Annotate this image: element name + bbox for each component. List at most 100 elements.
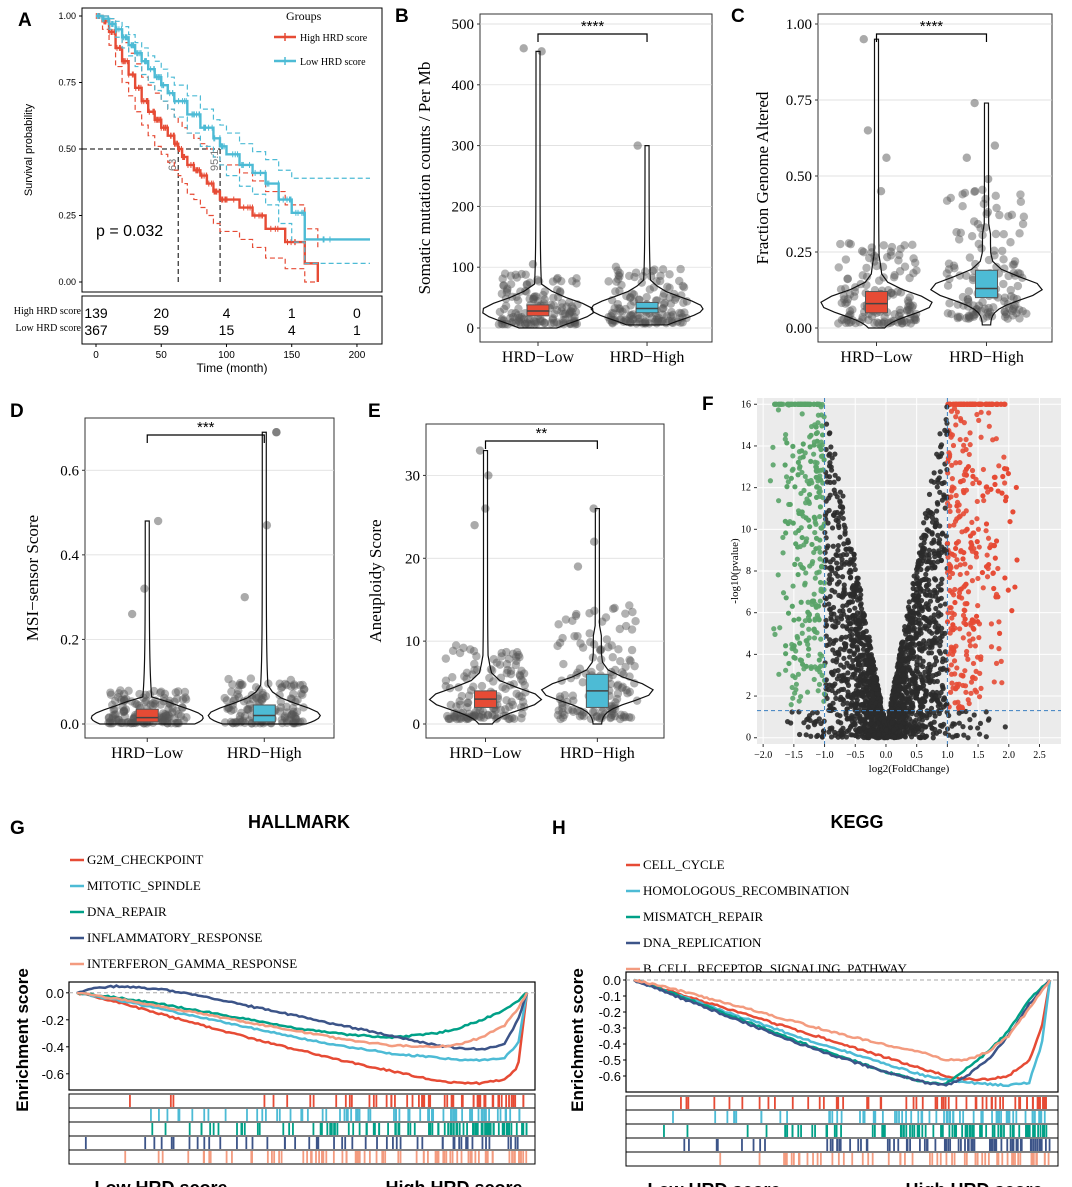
violin-jitter-point [657,317,666,326]
volcano-point-ns [938,689,944,696]
violin-jitter-point [506,271,516,281]
volcano-point-ns [897,694,903,701]
violin-jitter-point [530,319,540,328]
panel-letter-g: G [10,818,25,839]
violin-jitter-point [590,707,599,716]
volcano-point-up [983,563,990,570]
km-median-label: 95.1 [209,150,221,171]
volcano-point-ns [852,605,858,611]
violin-jitter-point [533,297,543,306]
violin-jitter-point [1003,314,1012,323]
violin-jitter-point [973,219,983,229]
violin-jitter-point [1006,238,1015,247]
violin-jitter-point [990,246,999,255]
violin-jitter-point [607,641,616,650]
violin-jitter-point [228,718,238,728]
violin-shape [590,145,704,326]
volcano-point-down [787,501,793,508]
volcano-point-ns [914,665,920,672]
volcano-point-down [780,534,786,541]
volcano-point-ns [848,637,854,643]
violin-jitter-point [119,707,128,717]
volcano-point-down [809,541,815,548]
violin-jitter-point [558,713,568,722]
volcano-xtick-label: −0.5 [846,750,864,761]
violin-outlier-point [272,428,281,437]
volcano-point-down [784,440,790,446]
violin-jitter-point [977,244,986,253]
violin-jitter-point [513,296,523,305]
volcano-point-ns [897,652,903,659]
volcano-point-ns [846,607,853,614]
volcano-point-up [972,687,978,693]
violin-jitter-point [613,299,622,309]
violin-box [135,708,159,723]
violin-jitter-point [505,702,514,712]
violin-jitter-point [449,712,459,721]
violin-jitter-point [558,704,567,713]
violin-jitter-point [293,695,302,705]
km-plot-frame [81,7,383,293]
violin-jitter-point [627,625,637,634]
volcano-point-ns [826,474,833,480]
volcano-point-ns [937,666,944,672]
violin-jitter-point [502,647,511,657]
violin-jitter-point [555,638,565,647]
volcano-point-ns [841,582,847,588]
violin-ytick-label: 0.2 [60,632,79,648]
violin-jitter-point [520,680,529,690]
violin-jitter-point [469,710,479,719]
volcano-point-ns [928,478,935,484]
violin-jitter-point [610,603,619,613]
volcano-point-down [819,423,825,429]
volcano-point-ns [944,428,950,434]
volcano-point-up [974,411,980,418]
violin-jitter-point [626,310,635,320]
violin-jitter-point [220,693,229,703]
volcano-point-ns [929,530,935,536]
volcano-point-up [984,552,990,558]
violin-jitter-point [478,707,488,716]
violin-jitter-point [865,253,874,263]
volcano-point-down [797,640,803,646]
violin-jitter-point [635,317,644,327]
volcano-point-down [813,430,819,437]
violin-jitter-point [222,696,232,705]
volcano-point-ns [944,667,950,673]
volcano-point-up [963,689,969,695]
volcano-point-ns [828,707,834,714]
volcano-point-up [974,498,980,505]
volcano-point-ns [803,732,809,738]
violin-jitter-point [969,312,979,321]
volcano-point-ns [915,558,922,564]
volcano-point-ns [936,596,942,602]
violin-jitter-point [1016,190,1025,199]
volcano-point-ns [832,690,839,696]
volcano-point-ns [842,525,848,531]
volcano-point-ns [858,671,864,677]
volcano-point-ns [836,592,842,598]
volcano-point-down [775,572,781,578]
violin-jitter-point [540,287,549,296]
violin-jitter-point [906,315,915,324]
violin-jitter-point [890,271,899,280]
volcano-point-down [789,467,795,473]
volcano-point-ns [936,553,942,559]
volcano-point-ns [835,734,841,740]
volcano-point-down [790,453,796,459]
violin-jitter-point [897,319,907,328]
volcano-point-ns [906,684,912,690]
gsea-xlabel-left: Low HRD score [94,1178,227,1187]
volcano-point-ns [814,710,820,716]
volcano-point-down [784,484,790,490]
violin-jitter-point [552,305,562,315]
volcano-point-ns [830,543,836,549]
volcano-point-down [817,579,824,586]
gsea-legend-label: MISMATCH_REPAIR [643,909,763,924]
volcano-point-down [807,444,813,450]
volcano-point-down [800,441,806,447]
violin-jitter-point [468,712,477,721]
violin-jitter-point [909,254,918,263]
violin-jitter-point [179,716,189,725]
volcano-point-down [788,401,794,407]
